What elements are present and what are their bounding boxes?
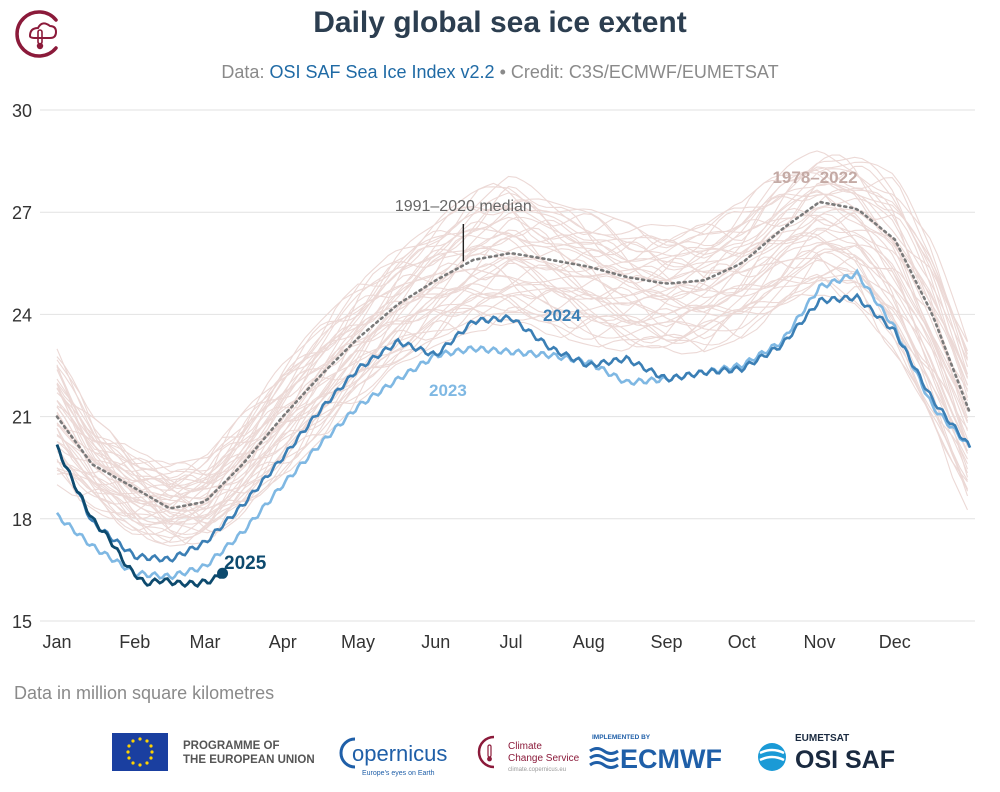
y-tick-18: 18 <box>12 510 32 530</box>
x-tick-jan: Jan <box>42 632 71 652</box>
historical-year-line <box>56 188 968 507</box>
historical-year-line <box>56 267 968 545</box>
historical-year-line <box>56 249 969 544</box>
historical-year-line <box>56 212 968 520</box>
osisaf-text: OSI SAF <box>795 746 895 774</box>
ecmwf-logo: IMPLEMENTED BY ECMWF <box>589 734 722 774</box>
x-tick-dec: Dec <box>879 632 911 652</box>
historical-year-line <box>56 197 969 484</box>
x-tick-jul: Jul <box>499 632 522 652</box>
subtitle-prefix: Data: <box>221 62 270 82</box>
historical-year-line <box>56 165 969 477</box>
sea-ice-chart: 15 18 21 24 27 30 Jan Feb Mar Apr May Jun Jul Aug Sep… <box>12 101 975 652</box>
subtitle-credit: • Credit: C3S/ECMWF/EUMETSAT <box>494 62 779 82</box>
grid-lines <box>40 109 975 622</box>
historical-year-line <box>56 191 969 505</box>
historical-year-line <box>56 278 969 531</box>
historical-year-line <box>56 229 969 525</box>
historical-year-line <box>56 245 968 524</box>
historical-year-line <box>56 206 969 512</box>
historical-year-line <box>56 243 968 536</box>
series-2025-line <box>55 444 224 588</box>
historical-lines <box>56 150 969 547</box>
historical-year-line <box>56 187 969 483</box>
y-tick-30: 30 <box>12 101 32 121</box>
chart-subtitle: Data: OSI SAF Sea Ice Index v2.2 • Credi… <box>0 62 1000 83</box>
historical-year-line <box>56 154 968 493</box>
historical-year-line <box>56 166 969 479</box>
series-2024-line <box>55 292 972 563</box>
historical-year-line <box>56 257 969 525</box>
historical-year-line <box>56 180 969 490</box>
historical-year-line <box>56 150 969 486</box>
median-line <box>55 200 972 510</box>
range-label: 1978–2022 <box>772 168 857 187</box>
chart-title: Daily global sea ice extent <box>313 6 687 39</box>
eu-logo <box>112 733 168 771</box>
y-tick-15: 15 <box>12 612 32 632</box>
historical-year-line <box>56 251 968 539</box>
x-tick-sep: Sep <box>650 632 682 652</box>
x-tick-may: May <box>341 632 375 652</box>
c3s-url: climate.copernicus.eu <box>508 767 566 773</box>
y-tick-21: 21 <box>12 408 32 428</box>
historical-year-line <box>56 171 969 501</box>
series-2025-endpoint <box>217 567 229 579</box>
data-source-link[interactable]: OSI SAF Sea Ice Index v2.2 <box>269 62 495 82</box>
historical-year-line <box>56 156 969 475</box>
series-lines <box>55 200 972 588</box>
c3s-text-line2: Change Service <box>508 753 580 764</box>
copernicus-logo: opernicus Europe's eyes on Earth <box>339 737 447 777</box>
historical-year-line <box>56 232 969 514</box>
x-tick-labels: Jan Feb Mar Apr May Jun Jul Aug Sep Oct Nov Dec <box>42 632 910 652</box>
median-label: 1991–2020 median <box>395 198 532 215</box>
x-tick-aug: Aug <box>573 632 605 652</box>
eu-text-line1: PROGRAMME OF <box>183 740 279 752</box>
x-tick-nov: Nov <box>803 632 835 652</box>
partner-logos: PROGRAMME OF THE EUROPEAN UNION opernicu… <box>112 733 895 777</box>
historical-year-line <box>56 234 968 510</box>
historical-year-line <box>56 227 969 499</box>
eumetsat-text: EUMETSAT <box>795 733 849 744</box>
x-tick-feb: Feb <box>119 632 150 652</box>
series-2023-label: 2023 <box>429 381 467 400</box>
osisaf-logo: EUMETSAT OSI SAF <box>758 733 895 774</box>
y-tick-27: 27 <box>12 203 32 223</box>
series-2025-label: 2025 <box>224 553 267 574</box>
units-footnote: Data in million square kilometres <box>14 683 275 703</box>
c3s-text-line1: Climate <box>508 741 542 752</box>
historical-year-line <box>56 286 968 535</box>
series-2023-line <box>55 268 972 581</box>
ecmwf-text: ECMWF <box>620 744 722 774</box>
copernicus-tagline: Europe's eyes on Earth <box>362 770 435 777</box>
historical-year-line <box>56 168 969 490</box>
historical-year-line <box>56 213 969 517</box>
historical-year-line <box>56 161 969 465</box>
series-2024-label: 2024 <box>543 306 581 325</box>
y-tick-24: 24 <box>12 305 32 325</box>
x-tick-apr: Apr <box>269 632 297 652</box>
ecmwf-implemented: IMPLEMENTED BY <box>592 734 651 741</box>
historical-year-line <box>56 193 969 492</box>
x-tick-mar: Mar <box>189 632 220 652</box>
x-tick-oct: Oct <box>728 632 756 652</box>
copernicus-text: opernicus <box>352 741 447 766</box>
historical-year-line <box>56 259 969 543</box>
c3s-logo <box>15 10 58 58</box>
eu-text-line2: THE EUROPEAN UNION <box>183 754 315 766</box>
annotations: 1991–2020 median 1978–2022 2024 2023 2025 <box>224 168 858 574</box>
c3s-small-logo: Climate Change Service climate.copernicu… <box>477 735 580 773</box>
y-tick-labels: 15 18 21 24 27 30 <box>12 101 32 632</box>
historical-year-line <box>56 234 969 524</box>
x-tick-jun: Jun <box>421 632 450 652</box>
